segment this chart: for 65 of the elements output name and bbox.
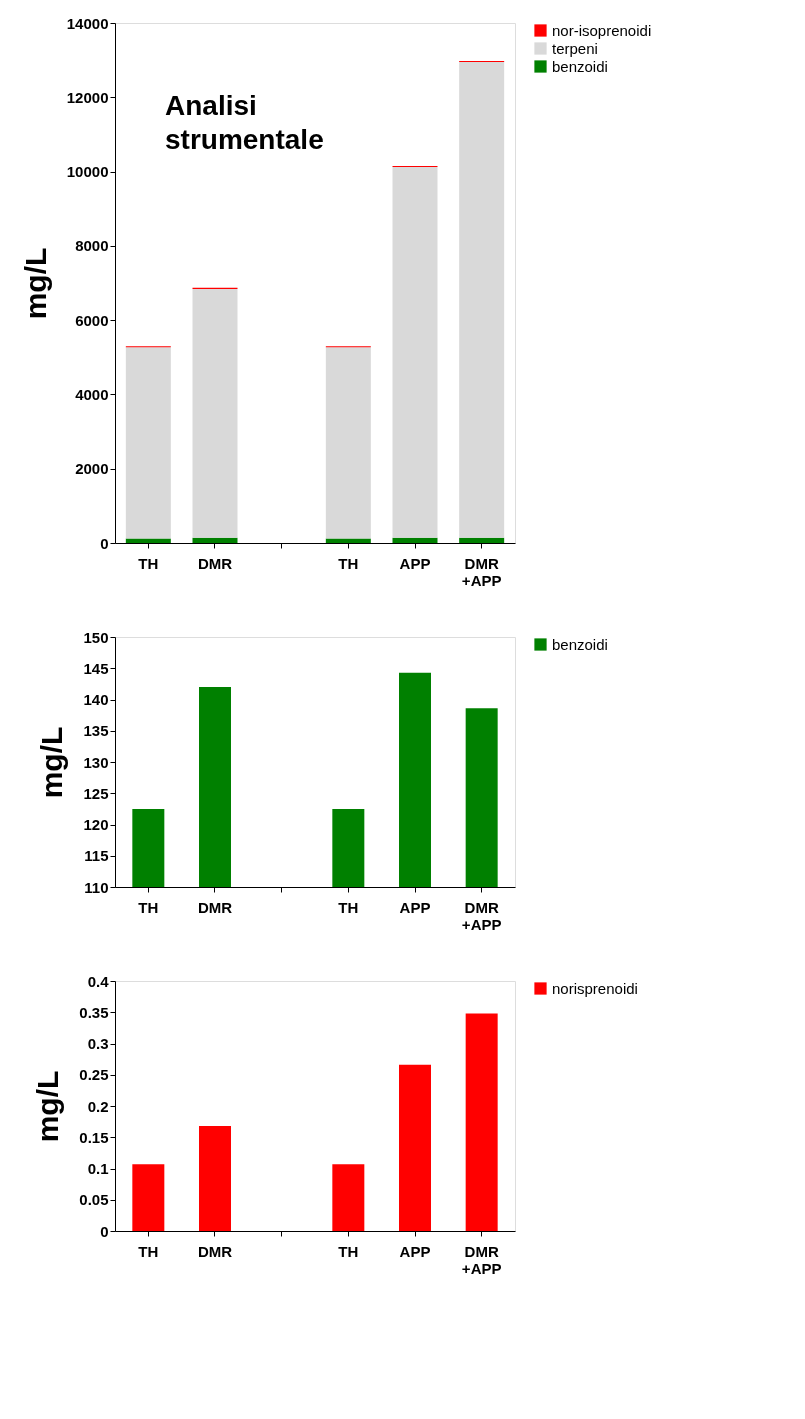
bar <box>392 167 438 538</box>
y-tick-label: 0.05 <box>79 1191 109 1209</box>
bar <box>125 347 171 539</box>
x-tick-label: DMR <box>197 554 233 572</box>
y-tick-label: 0 <box>100 1222 109 1240</box>
x-tick-label: TH <box>338 898 359 916</box>
y-tick-label: 125 <box>83 784 109 802</box>
x-tick-label: APP <box>399 1242 431 1260</box>
y-tick-label: 0.3 <box>87 1035 109 1052</box>
y-tick-label: 140 <box>83 691 109 708</box>
bar <box>325 538 371 543</box>
y-tick-label: 4000 <box>75 385 109 403</box>
legend-label: benzoidi <box>552 635 608 653</box>
y-tick-label: 12000 <box>66 88 109 106</box>
y-tick-label: 6000 <box>75 311 109 329</box>
x-tick-label: DMR +APP <box>461 898 502 933</box>
y-tick-label: 0 <box>100 534 109 552</box>
x-tick-label: TH <box>138 898 159 916</box>
x-tick-label: APP <box>399 554 431 572</box>
x-tick-label: TH <box>338 554 359 572</box>
bar <box>199 1126 231 1231</box>
x-tick-label: TH <box>138 1242 159 1260</box>
y-tick-label: 0.4 <box>87 972 110 990</box>
y-tick-label: 130 <box>83 753 109 771</box>
x-tick-label: DMR <box>197 898 233 916</box>
bar <box>459 62 505 538</box>
y-tick-label: 110 <box>84 878 109 896</box>
legend-label: nor-isoprenoidi <box>552 21 652 39</box>
legend-label: terpeni <box>552 39 598 57</box>
legend-label: norisprenoidi <box>552 979 638 997</box>
y-tick-label: 0.1 <box>87 1160 109 1177</box>
y-tick-label: 135 <box>83 722 109 740</box>
y-axis-title: mg/L <box>31 1070 65 1143</box>
y-tick-label: 8000 <box>75 237 109 255</box>
y-tick-label: 0.15 <box>79 1128 109 1146</box>
y-tick-label: 2000 <box>75 460 109 478</box>
bar <box>125 538 171 543</box>
legend-label: benzoidi <box>552 57 608 75</box>
bar <box>132 1164 165 1231</box>
bar <box>332 1164 365 1231</box>
y-tick-label: 14000 <box>66 14 109 32</box>
bar <box>465 1013 498 1231</box>
annotation: Analisi strumentale <box>165 90 324 155</box>
y-tick-label: 0.35 <box>79 1003 109 1021</box>
x-tick-label: APP <box>399 898 431 916</box>
bar <box>192 288 238 538</box>
y-axis-title: mg/L <box>35 726 69 799</box>
y-tick-label: 115 <box>84 847 109 865</box>
y-tick-label: 10000 <box>66 163 109 181</box>
bar <box>325 347 371 539</box>
bar <box>399 1064 431 1231</box>
x-tick-label: DMR +APP <box>461 554 502 589</box>
x-tick-label: TH <box>138 554 159 572</box>
y-tick-label: 0.2 <box>87 1097 109 1115</box>
bar <box>192 537 238 543</box>
bar <box>392 537 438 543</box>
x-tick-label: DMR <box>197 1242 233 1260</box>
y-tick-label: 150 <box>83 628 109 646</box>
x-tick-label: TH <box>338 1242 359 1260</box>
x-tick-label: DMR +APP <box>461 1242 502 1277</box>
bar <box>459 537 505 543</box>
y-tick-label: 0.25 <box>79 1066 109 1084</box>
y-tick-label: 120 <box>83 816 109 833</box>
y-axis-title: mg/L <box>18 247 52 320</box>
y-tick-label: 145 <box>83 659 109 677</box>
